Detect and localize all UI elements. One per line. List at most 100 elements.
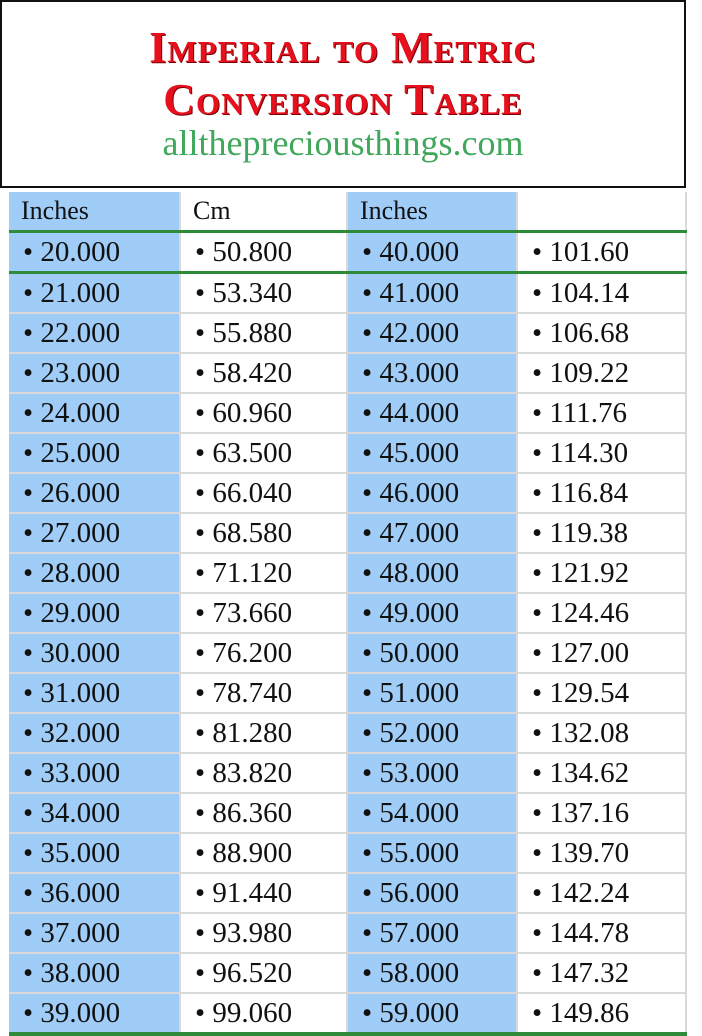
cm-cell: • 76.200 — [180, 633, 348, 674]
cell-value: 121.92 — [549, 556, 630, 589]
cell-value: 96.520 — [212, 956, 293, 989]
inches-cell: • 47.000 — [347, 513, 518, 554]
inches-cell: • 37.000 — [9, 913, 181, 954]
table-row: • 20.000 • 50.800 • 40.000 • 101.60 — [9, 231, 687, 274]
cm-cell: • 78.740 — [180, 673, 348, 714]
bullet-icon: • — [195, 836, 206, 869]
bullet-icon: • — [23, 876, 34, 909]
cell-value: 43.000 — [379, 356, 460, 389]
cell-value: 32.000 — [40, 716, 121, 749]
cell-value: 44.000 — [379, 396, 460, 429]
bullet-icon: • — [195, 476, 206, 509]
cm-cell: • 129.54 — [517, 673, 687, 714]
conversion-table: Inches Cm Inches • 20.000 • 50.800 • 40.00… — [9, 192, 687, 1036]
bullet-icon: • — [362, 716, 373, 749]
cell-value: 25.000 — [40, 436, 121, 469]
cell-value: 21.000 — [40, 276, 121, 309]
bullet-icon: • — [362, 796, 373, 829]
cell-value: 119.38 — [549, 516, 629, 549]
table-row: • 36.000 • 91.440 • 56.000 • 142.24 — [9, 873, 687, 914]
cell-value: 46.000 — [379, 476, 460, 509]
bullet-icon: • — [195, 276, 206, 309]
bullet-icon: • — [532, 636, 543, 669]
cm-cell: • 81.280 — [180, 713, 348, 754]
table-row: • 28.000 • 71.120 • 48.000 • 121.92 — [9, 553, 687, 594]
bullet-icon: • — [195, 756, 206, 789]
cell-value: 78.740 — [212, 676, 293, 709]
cell-value: 52.000 — [379, 716, 460, 749]
cell-value: 66.040 — [212, 476, 293, 509]
inches-cell: • 59.000 — [347, 993, 518, 1036]
cell-value: 132.08 — [549, 716, 630, 749]
inches-cell: • 57.000 — [347, 913, 518, 954]
cm-cell: • 101.60 — [517, 231, 687, 274]
cell-value: 81.280 — [212, 716, 293, 749]
cell-value: 53.340 — [212, 276, 293, 309]
cell-value: 42.000 — [379, 316, 460, 349]
cell-value: 137.16 — [549, 796, 630, 829]
cell-value: 51.000 — [379, 676, 460, 709]
inches-cell: • 28.000 — [9, 553, 181, 594]
bullet-icon: • — [23, 556, 34, 589]
cm-cell: • 58.420 — [180, 353, 348, 394]
cell-value: 30.000 — [40, 636, 121, 669]
title-line-2: Conversion Table — [163, 75, 523, 124]
inches-cell: • 56.000 — [347, 873, 518, 914]
inches-cell: • 21.000 — [9, 272, 181, 314]
cell-value: 50.000 — [379, 636, 460, 669]
bullet-icon: • — [195, 316, 206, 349]
cell-value: 129.54 — [549, 676, 630, 709]
header-cm-1: Cm — [180, 192, 348, 233]
inches-cell: • 27.000 — [9, 513, 181, 554]
cm-cell: • 93.980 — [180, 913, 348, 954]
bullet-icon: • — [362, 956, 373, 989]
cm-cell: • 147.32 — [517, 953, 687, 994]
bullet-icon: • — [195, 556, 206, 589]
cell-value: 40.000 — [379, 235, 460, 268]
bullet-icon: • — [532, 356, 543, 389]
bullet-icon: • — [532, 796, 543, 829]
cm-cell: • 127.00 — [517, 633, 687, 674]
inches-cell: • 43.000 — [347, 353, 518, 394]
bullet-icon: • — [362, 916, 373, 949]
bullet-icon: • — [362, 756, 373, 789]
bullet-icon: • — [195, 996, 206, 1029]
cell-value: 83.820 — [212, 756, 293, 789]
table-row: • 25.000 • 63.500 • 45.000 • 114.30 — [9, 433, 687, 474]
cell-value: 114.30 — [549, 436, 629, 469]
cell-value: 106.68 — [549, 316, 630, 349]
inches-cell: • 23.000 — [9, 353, 181, 394]
bullet-icon: • — [362, 316, 373, 349]
bullet-icon: • — [23, 276, 34, 309]
bullet-icon: • — [362, 836, 373, 869]
cell-value: 59.000 — [379, 996, 460, 1029]
cell-value: 149.86 — [549, 996, 630, 1029]
cell-value: 34.000 — [40, 796, 121, 829]
cm-cell: • 50.800 — [180, 231, 348, 274]
table-row: • 24.000 • 60.960 • 44.000 • 111.76 — [9, 393, 687, 434]
bullet-icon: • — [362, 876, 373, 909]
header-cm-2 — [517, 192, 687, 233]
bullet-icon: • — [362, 396, 373, 429]
cm-cell: • 142.24 — [517, 873, 687, 914]
cell-value: 134.62 — [549, 756, 630, 789]
cm-cell: • 91.440 — [180, 873, 348, 914]
cell-value: 35.000 — [40, 836, 121, 869]
cell-value: 63.500 — [212, 436, 293, 469]
cell-value: 88.900 — [212, 836, 293, 869]
cm-cell: • 149.86 — [517, 993, 687, 1036]
bullet-icon: • — [23, 235, 34, 268]
bullet-icon: • — [362, 356, 373, 389]
cell-value: 48.000 — [379, 556, 460, 589]
bullet-icon: • — [23, 436, 34, 469]
cm-cell: • 119.38 — [517, 513, 687, 554]
header-row: Inches Cm Inches — [9, 192, 687, 233]
cell-value: 144.78 — [549, 916, 630, 949]
bullet-icon: • — [23, 516, 34, 549]
bullet-icon: • — [532, 436, 543, 469]
bullet-icon: • — [532, 596, 543, 629]
inches-cell: • 36.000 — [9, 873, 181, 914]
cm-cell: • 83.820 — [180, 753, 348, 794]
bullet-icon: • — [362, 636, 373, 669]
cm-cell: • 104.14 — [517, 272, 687, 314]
